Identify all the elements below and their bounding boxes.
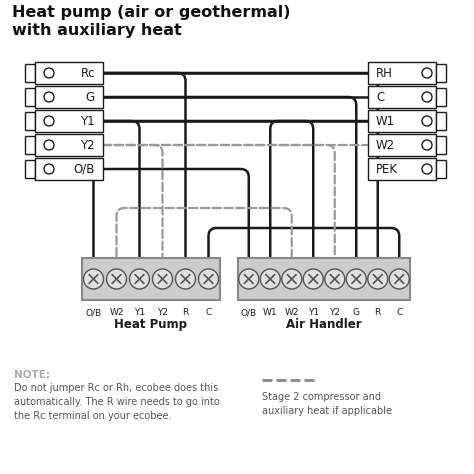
Bar: [35, 110, 103, 132]
Text: Air Handler: Air Handler: [286, 318, 362, 331]
Bar: [368, 62, 436, 84]
Text: Y2: Y2: [81, 138, 95, 152]
Circle shape: [129, 269, 149, 289]
Text: Stage 2 compressor and
auxiliary heat if applicable: Stage 2 compressor and auxiliary heat if…: [262, 392, 392, 416]
Circle shape: [346, 269, 366, 289]
Circle shape: [368, 269, 388, 289]
Circle shape: [175, 269, 195, 289]
Text: R: R: [182, 308, 189, 317]
Circle shape: [44, 92, 54, 102]
Bar: [436, 136, 446, 154]
Bar: [368, 86, 436, 108]
Circle shape: [422, 164, 432, 174]
Circle shape: [422, 140, 432, 150]
Bar: [436, 88, 446, 106]
Bar: [238, 258, 410, 300]
Circle shape: [199, 269, 219, 289]
Bar: [25, 64, 35, 82]
Text: Y1: Y1: [308, 308, 319, 317]
Text: R: R: [374, 308, 381, 317]
Circle shape: [44, 68, 54, 78]
Circle shape: [422, 92, 432, 102]
Text: O/B: O/B: [73, 163, 95, 175]
Text: G: G: [353, 308, 360, 317]
Bar: [436, 112, 446, 130]
Circle shape: [153, 269, 173, 289]
Circle shape: [389, 269, 409, 289]
Bar: [35, 62, 103, 84]
Bar: [25, 112, 35, 130]
Text: C: C: [376, 91, 384, 103]
Text: PEK: PEK: [376, 163, 398, 175]
Text: W1: W1: [263, 308, 278, 317]
Circle shape: [422, 116, 432, 126]
Circle shape: [83, 269, 103, 289]
Text: NOTE:: NOTE:: [14, 370, 50, 380]
Text: G: G: [86, 91, 95, 103]
Text: W1: W1: [376, 115, 395, 128]
Text: O/B: O/B: [241, 308, 257, 317]
Circle shape: [44, 140, 54, 150]
Text: O/B: O/B: [85, 308, 101, 317]
Circle shape: [422, 68, 432, 78]
Circle shape: [44, 116, 54, 126]
Text: with auxiliary heat: with auxiliary heat: [12, 23, 182, 38]
Bar: [82, 258, 220, 300]
Text: W2: W2: [284, 308, 299, 317]
Bar: [368, 158, 436, 180]
Text: Y2: Y2: [329, 308, 340, 317]
Circle shape: [282, 269, 302, 289]
Bar: [436, 64, 446, 82]
Text: W2: W2: [109, 308, 124, 317]
Circle shape: [44, 164, 54, 174]
Circle shape: [260, 269, 280, 289]
Bar: [368, 134, 436, 156]
Bar: [436, 160, 446, 178]
Text: Heat Pump: Heat Pump: [115, 318, 188, 331]
Text: Y1: Y1: [81, 115, 95, 128]
Circle shape: [303, 269, 323, 289]
Text: C: C: [396, 308, 402, 317]
Text: Y2: Y2: [157, 308, 168, 317]
Bar: [368, 110, 436, 132]
Bar: [25, 136, 35, 154]
Text: W2: W2: [376, 138, 395, 152]
Circle shape: [239, 269, 259, 289]
Bar: [35, 86, 103, 108]
Bar: [35, 158, 103, 180]
Bar: [35, 134, 103, 156]
Bar: [25, 160, 35, 178]
Text: C: C: [205, 308, 211, 317]
Bar: [25, 88, 35, 106]
Text: Do not jumper Rc or Rh, ecobee does this
automatically. The R wire needs to go i: Do not jumper Rc or Rh, ecobee does this…: [14, 383, 220, 421]
Circle shape: [325, 269, 345, 289]
Text: Heat pump (air or geothermal): Heat pump (air or geothermal): [12, 5, 291, 20]
Text: Y1: Y1: [134, 308, 145, 317]
Text: Rc: Rc: [81, 66, 95, 80]
Text: RH: RH: [376, 66, 393, 80]
Circle shape: [107, 269, 127, 289]
